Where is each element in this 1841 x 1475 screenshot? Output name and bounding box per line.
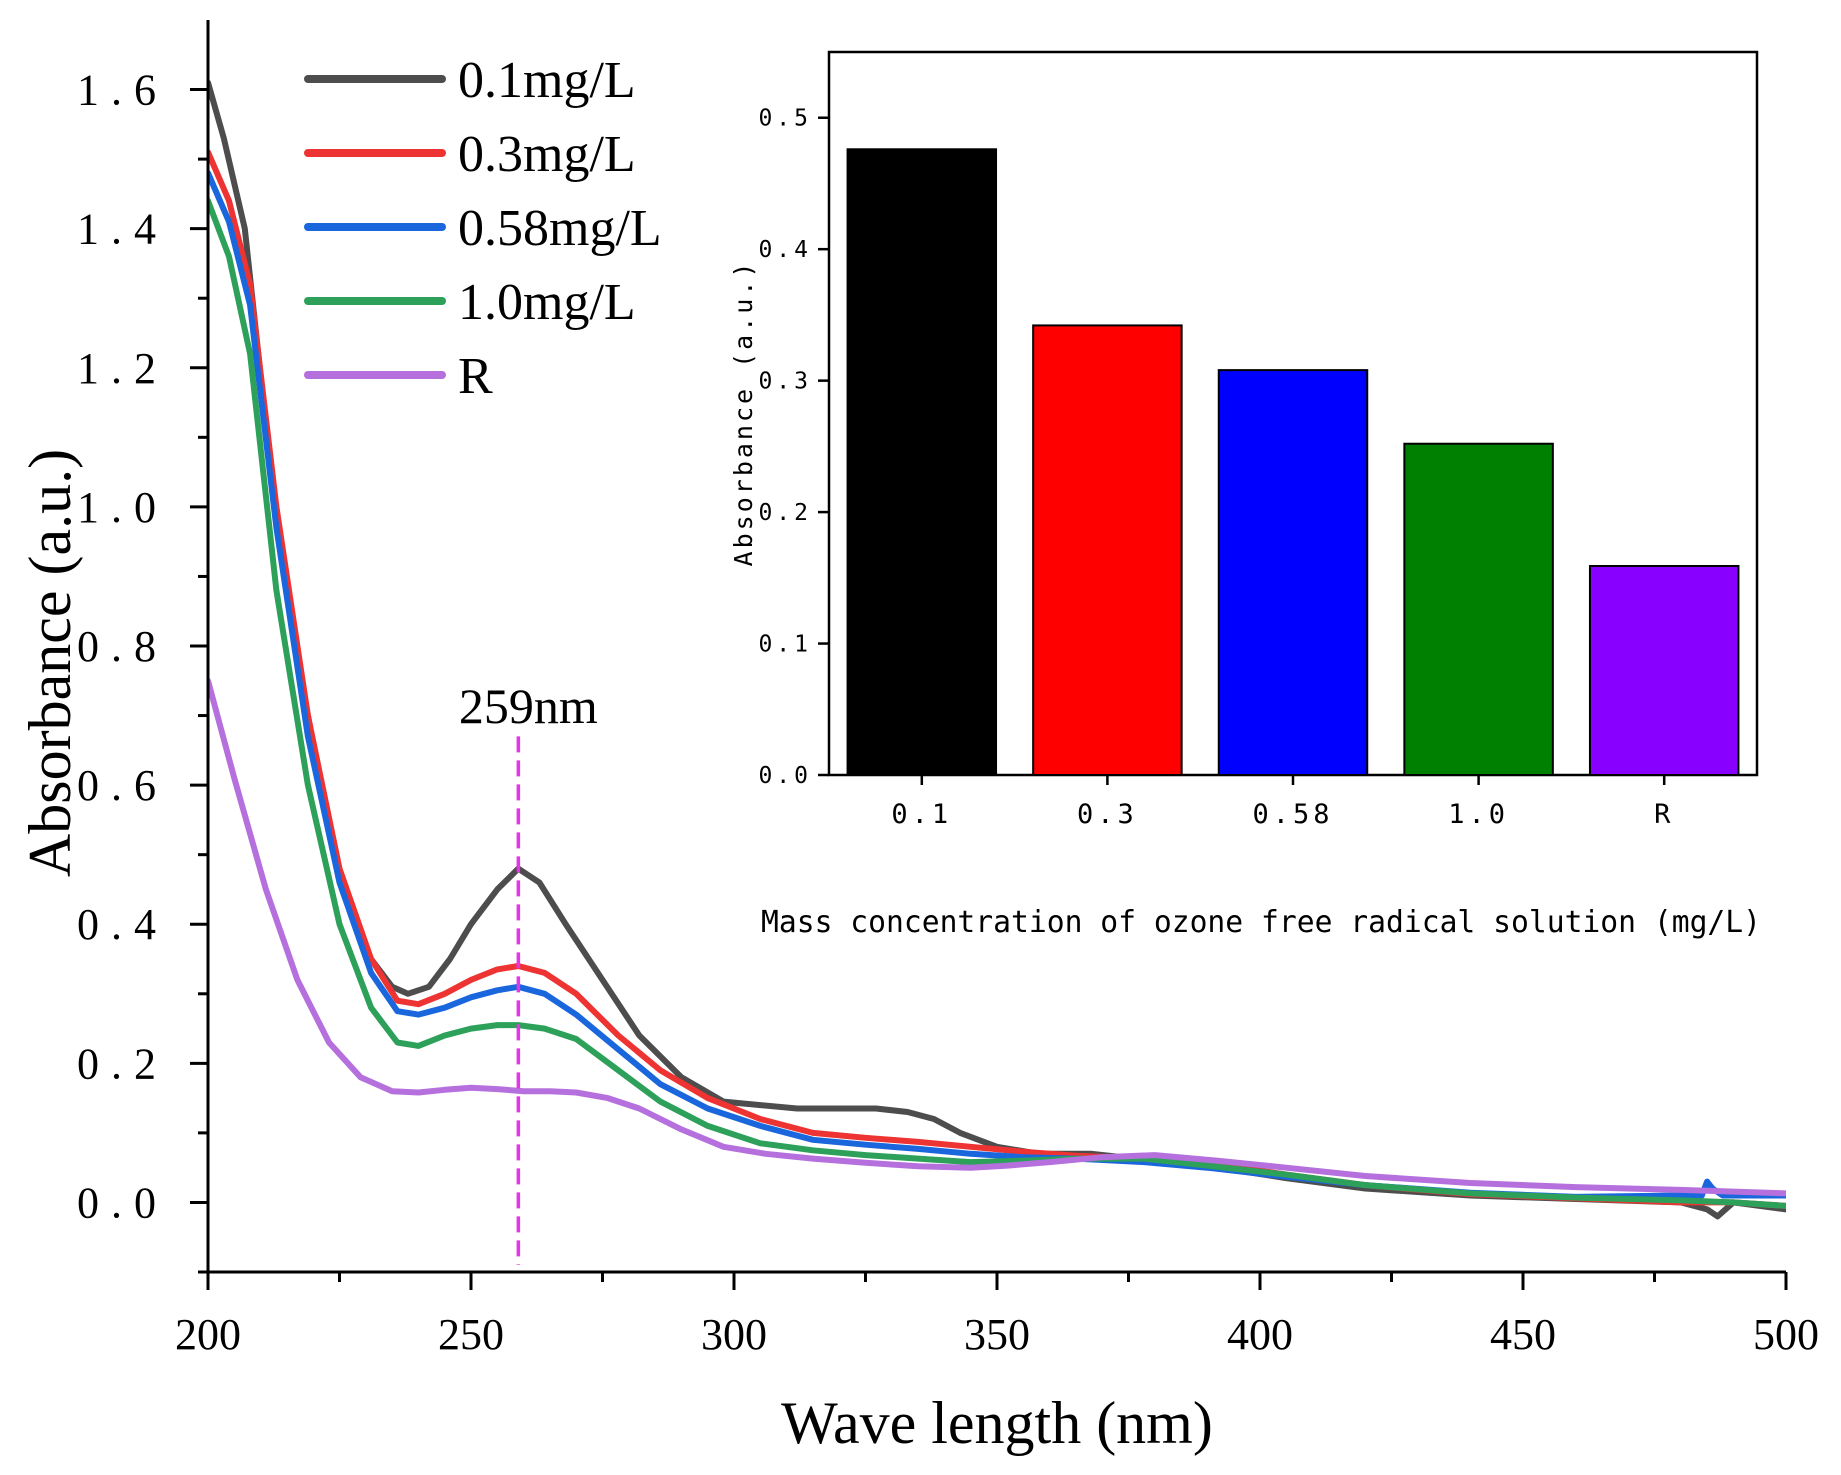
inset-y-tick-label: 0.4	[758, 237, 812, 263]
inset-y-tick-label: 0.0	[758, 763, 812, 789]
legend: 0.1mg/L 0.3mg/L 0.58mg/L 1.0mg/L R	[304, 52, 662, 405]
legend-label: 0.58mg/L	[458, 200, 662, 257]
x-tick-label: 200	[175, 1310, 241, 1359]
inset-x-tick-label: R	[1654, 799, 1674, 830]
bar-0.58	[1217, 369, 1369, 776]
series-3-group	[208, 197, 1786, 1209]
inset-x-tick-label: 1.0	[1448, 799, 1509, 830]
inset-y-tick-label: 0.5	[758, 106, 812, 132]
y-tick-label: 0.2	[77, 1039, 168, 1088]
series-line-1.0mg/L	[208, 197, 1786, 1209]
inset-x-tick-label: 0.3	[1077, 799, 1138, 830]
inset-y-tick-label: 0.2	[758, 500, 812, 526]
legend-label: 0.3mg/L	[458, 126, 636, 183]
x-tick-label: 350	[964, 1310, 1030, 1359]
legend-label: 1.0mg/L	[458, 274, 636, 331]
y-tick-label: 0.0	[77, 1178, 168, 1227]
inset-chart: 0.1 0.3 0.58 1.0 R 0.0 0.1 0.2 0.3 0.4 0.5 Absorban…	[729, 50, 1761, 940]
inset-y-tick-label: 0.1	[758, 632, 812, 658]
inset-y-tick-label: 0.3	[758, 369, 812, 395]
x-tick-label: 300	[701, 1310, 767, 1359]
x-tick-label: 500	[1753, 1310, 1819, 1359]
main-axes: 0.0 0.2 0.4 0.6 0.8 1.0 1.2 1.4 1.6 200 250 300 350 4…	[77, 20, 1819, 1359]
bar-0.3	[1032, 324, 1183, 776]
inset-y-axis-title: Absorbance (a.u.)	[729, 260, 758, 567]
bar-0.1	[846, 148, 998, 776]
series-group	[208, 79, 1786, 1220]
x-axis-title: Wave length (nm)	[781, 1390, 1213, 1456]
inset-x-tick-label: 0.58	[1252, 799, 1333, 830]
x-tick-label: 450	[1490, 1310, 1556, 1359]
series-4-group	[208, 677, 1786, 1197]
y-tick-label: 1.0	[77, 483, 168, 532]
y-tick-label: 1.4	[77, 205, 168, 254]
y-axis-title: Absorbance (a.u.)	[17, 449, 83, 877]
inset-x-axis-title: Mass concentration of ozone free radical…	[761, 905, 1761, 940]
y-tick-label: 1.2	[77, 344, 168, 393]
inset-x-tick-label: 0.1	[891, 799, 952, 830]
peak-annotation-label: 259nm	[459, 678, 598, 734]
legend-label: 0.1mg/L	[458, 52, 636, 109]
y-tick-label: 0.6	[77, 761, 168, 810]
bar-R	[1588, 564, 1740, 776]
legend-label: R	[458, 348, 493, 405]
x-tick-label: 400	[1227, 1310, 1293, 1359]
bar-1.0	[1403, 442, 1554, 776]
y-tick-label: 1.6	[77, 66, 168, 115]
series-line-R	[208, 677, 1786, 1197]
x-tick-label: 250	[438, 1310, 504, 1359]
y-tick-label: 0.8	[77, 622, 168, 671]
y-tick-label: 0.4	[77, 900, 168, 949]
